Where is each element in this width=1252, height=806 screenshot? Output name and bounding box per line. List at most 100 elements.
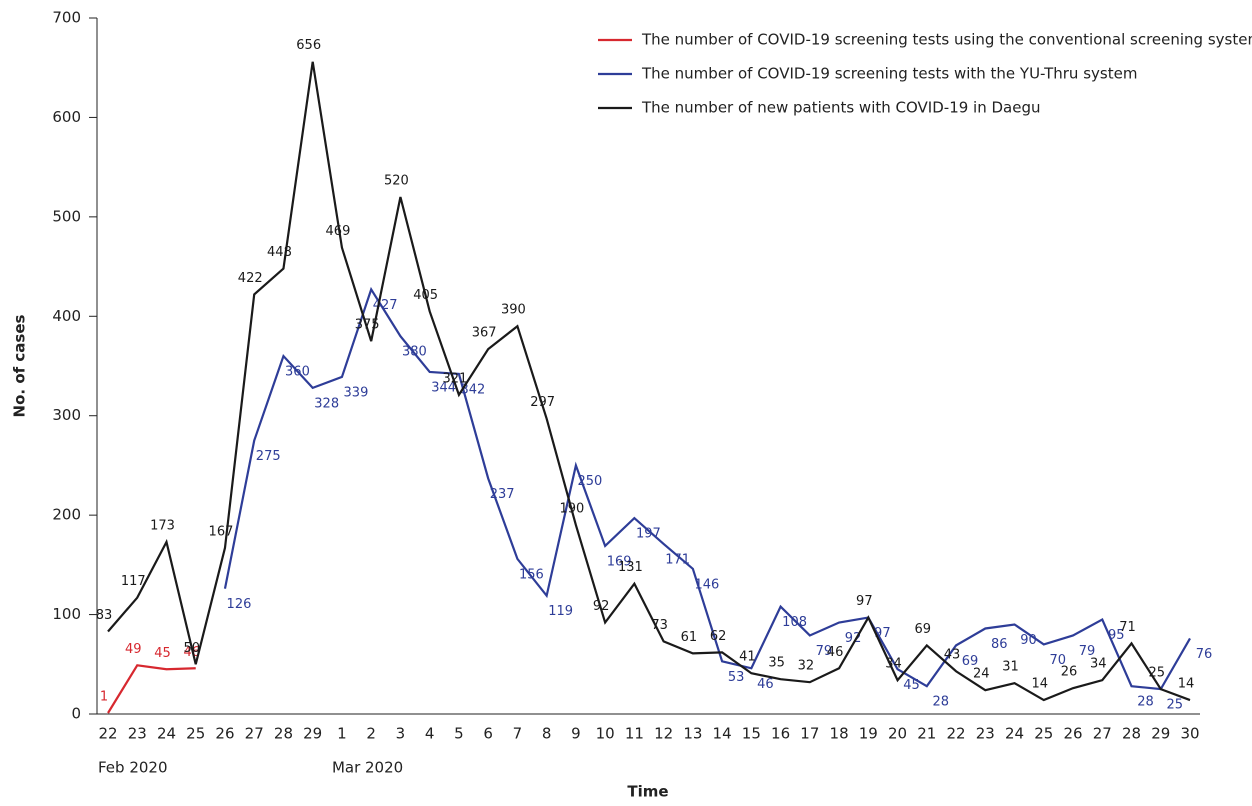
data-label: 69 [962, 654, 979, 669]
data-label: 86 [991, 637, 1008, 652]
x-tick-label: 30 [1180, 725, 1199, 743]
data-label: 275 [256, 449, 281, 464]
x-tick-label: 23 [128, 725, 147, 743]
data-label: 237 [490, 487, 515, 502]
x-tick-label: 22 [98, 725, 117, 743]
data-label: 71 [1119, 620, 1136, 635]
data-label: 90 [1020, 633, 1037, 648]
x-tick-label: 11 [625, 725, 644, 743]
x-tick-label: 20 [888, 725, 907, 743]
data-label: 73 [651, 618, 668, 633]
x-tick-label: 15 [742, 725, 761, 743]
data-label: 53 [728, 670, 745, 685]
x-tick-label: 19 [859, 725, 878, 743]
x-axis-label: Time [627, 783, 668, 801]
data-label: 25 [1166, 698, 1183, 713]
x-tick-label: 25 [1034, 725, 1053, 743]
data-label: 34 [1090, 657, 1107, 672]
data-label: 45 [154, 646, 171, 661]
data-label: 26 [1061, 665, 1078, 680]
data-label: 31 [1002, 660, 1019, 675]
x-tick-label: 27 [245, 725, 264, 743]
series-line [107, 664, 196, 714]
x-tick-label: 28 [274, 725, 293, 743]
x-tick-label: 13 [683, 725, 702, 743]
data-label: 380 [402, 345, 427, 360]
data-label: 32 [798, 659, 815, 674]
data-label: 656 [296, 38, 321, 53]
data-label: 169 [607, 554, 632, 569]
data-label: 520 [384, 173, 409, 188]
x-tick-label: 26 [215, 725, 234, 743]
data-label: 24 [973, 667, 990, 682]
data-label: 131 [618, 560, 643, 575]
x-tick-label: 22 [947, 725, 966, 743]
x-tick-label: 29 [303, 725, 322, 743]
x-tick-label: 7 [513, 725, 523, 743]
data-label: 119 [548, 604, 573, 619]
data-label: 76 [1196, 647, 1213, 662]
data-label: 61 [681, 630, 698, 645]
x-tick-label: 28 [1122, 725, 1141, 743]
data-label: 34 [885, 657, 902, 672]
data-label: 28 [1137, 695, 1154, 710]
series-line [223, 286, 1191, 691]
x-tick-label: 10 [596, 725, 615, 743]
data-label: 1 [100, 690, 108, 705]
x-tick-label: 27 [1093, 725, 1112, 743]
data-label: 14 [1032, 677, 1049, 692]
x-tick-label: 25 [186, 725, 205, 743]
data-label: 360 [285, 365, 310, 380]
x-tick-label: 2 [366, 725, 376, 743]
data-label: 405 [413, 288, 438, 303]
x-tick-label: 8 [542, 725, 552, 743]
series-line [107, 61, 1191, 702]
y-tick-label: 400 [52, 307, 81, 325]
y-tick-label: 0 [71, 705, 81, 723]
data-label: 79 [1079, 644, 1096, 659]
data-label: 126 [227, 597, 252, 612]
x-tick-label: 18 [830, 725, 849, 743]
data-label: 448 [267, 245, 292, 260]
data-label: 367 [472, 326, 497, 341]
y-axis-label: No. of cases [11, 314, 29, 417]
data-label: 250 [577, 474, 602, 489]
data-label: 390 [501, 303, 526, 318]
data-label: 375 [355, 318, 380, 333]
x-tick-label: 1 [337, 725, 347, 743]
y-tick-label: 100 [52, 605, 81, 623]
x-tick-label: 24 [157, 725, 176, 743]
x-tick-label: 6 [483, 725, 493, 743]
x-tick-label: 14 [713, 725, 732, 743]
x-tick-label: 23 [976, 725, 995, 743]
data-label: 43 [944, 648, 961, 663]
x-tick-label: 26 [1063, 725, 1082, 743]
data-label: 25 [1148, 666, 1165, 681]
x-tick-label: 9 [571, 725, 581, 743]
legend-label: The number of COVID-19 screening tests u… [641, 31, 1252, 49]
x-group-label: Feb 2020 [98, 759, 168, 777]
data-label: 14 [1178, 677, 1195, 692]
data-label: 469 [326, 224, 351, 239]
x-tick-label: 29 [1151, 725, 1170, 743]
x-tick-label: 21 [917, 725, 936, 743]
y-tick-label: 300 [52, 406, 81, 424]
data-label: 146 [694, 577, 719, 592]
data-label: 156 [519, 567, 544, 582]
x-tick-label: 12 [654, 725, 673, 743]
data-label: 70 [1050, 653, 1067, 668]
data-label: 95 [1108, 628, 1125, 643]
data-label: 69 [915, 622, 932, 637]
data-label: 62 [710, 629, 727, 644]
data-label: 83 [96, 608, 113, 623]
data-label: 173 [150, 518, 175, 533]
data-label: 79 [816, 644, 833, 659]
data-label: 50 [183, 641, 200, 656]
data-label: 422 [238, 271, 263, 286]
data-label: 45 [903, 678, 920, 693]
x-tick-label: 24 [1005, 725, 1024, 743]
x-tick-label: 3 [396, 725, 406, 743]
data-label: 342 [461, 382, 486, 397]
x-tick-label: 4 [425, 725, 435, 743]
data-label: 92 [593, 599, 610, 614]
